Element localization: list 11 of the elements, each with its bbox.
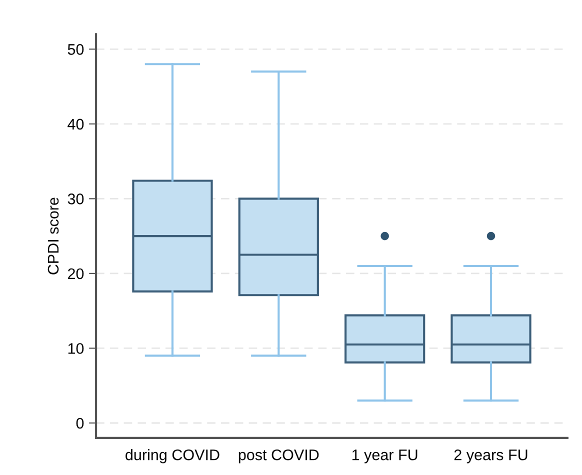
y-tick-label: 10 — [68, 343, 84, 354]
y-tick-label: 50 — [68, 44, 84, 55]
x-tick-label: post COVID — [238, 449, 319, 464]
y-tick-label: 20 — [68, 268, 84, 280]
y-axis-title: CPDI score — [48, 198, 59, 274]
x-tick-label: 1 year FU — [352, 450, 418, 464]
y-tick-label: 30 — [68, 194, 84, 204]
y-tick-label: 0 — [76, 418, 84, 429]
x-tick-label: during COVID — [126, 449, 220, 464]
y-tick-label: 40 — [68, 118, 84, 130]
x-tick-label: 2 years FU — [454, 449, 528, 464]
